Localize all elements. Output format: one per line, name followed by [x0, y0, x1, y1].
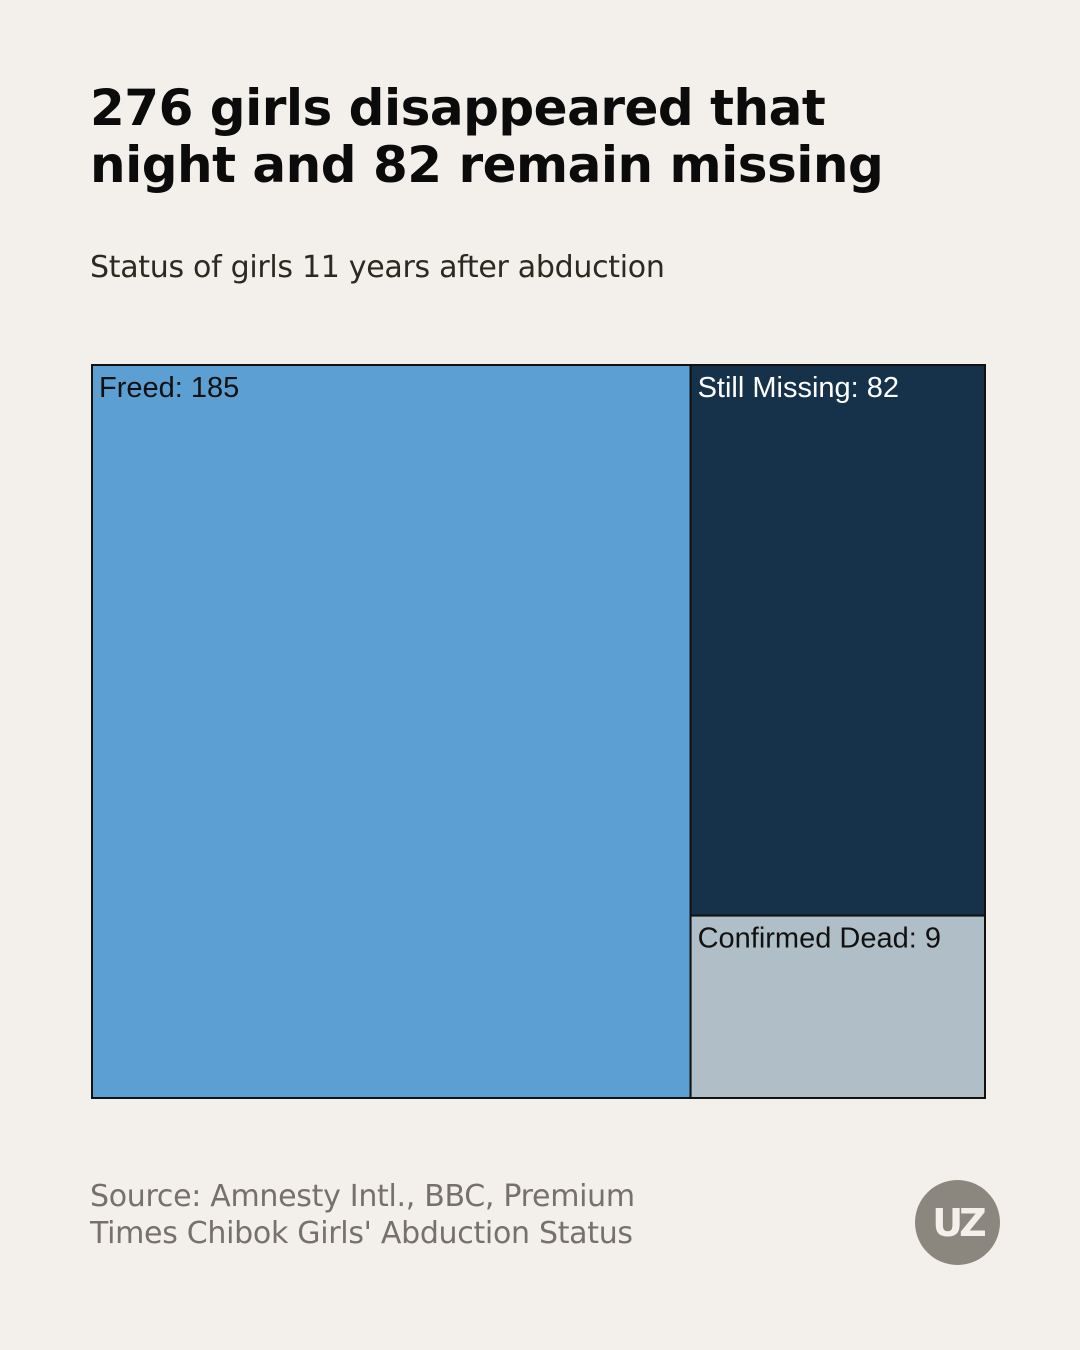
treemap-cell-still-missing: Still Missing: 82	[689, 364, 986, 917]
chart-title-line-2: night and 82 remain missing	[90, 136, 884, 194]
treemap-cell-confirmed-dead: Confirmed Dead: 9	[689, 914, 986, 1100]
chart-title: 276 girls disappeared that night and 82 …	[90, 80, 990, 194]
treemap-rect-confirmed-dead	[689, 914, 986, 1100]
treemap-label-freed: Freed: 185	[99, 372, 239, 404]
source-line-1: Source: Amnesty Intl., BBC, Premium	[90, 1179, 635, 1214]
chart-title-line-1: 276 girls disappeared that	[90, 79, 826, 137]
treemap-rect-still-missing	[689, 364, 986, 917]
treemap-rect-freed	[91, 364, 692, 1099]
source-note: Source: Amnesty Intl., BBC, Premium Time…	[90, 1178, 730, 1252]
treemap-label-confirmed-dead: Confirmed Dead: 9	[698, 923, 941, 955]
chart-subtitle: Status of girls 11 years after abduction	[90, 250, 665, 285]
brand-logo-text: UZ	[932, 1200, 986, 1245]
treemap-label-still-missing: Still Missing: 82	[698, 372, 899, 404]
treemap-cell-freed: Freed: 185	[91, 364, 692, 1099]
source-line-2: Times Chibok Girls' Abduction Status	[90, 1216, 633, 1251]
brand-logo: UZ	[915, 1180, 1000, 1265]
